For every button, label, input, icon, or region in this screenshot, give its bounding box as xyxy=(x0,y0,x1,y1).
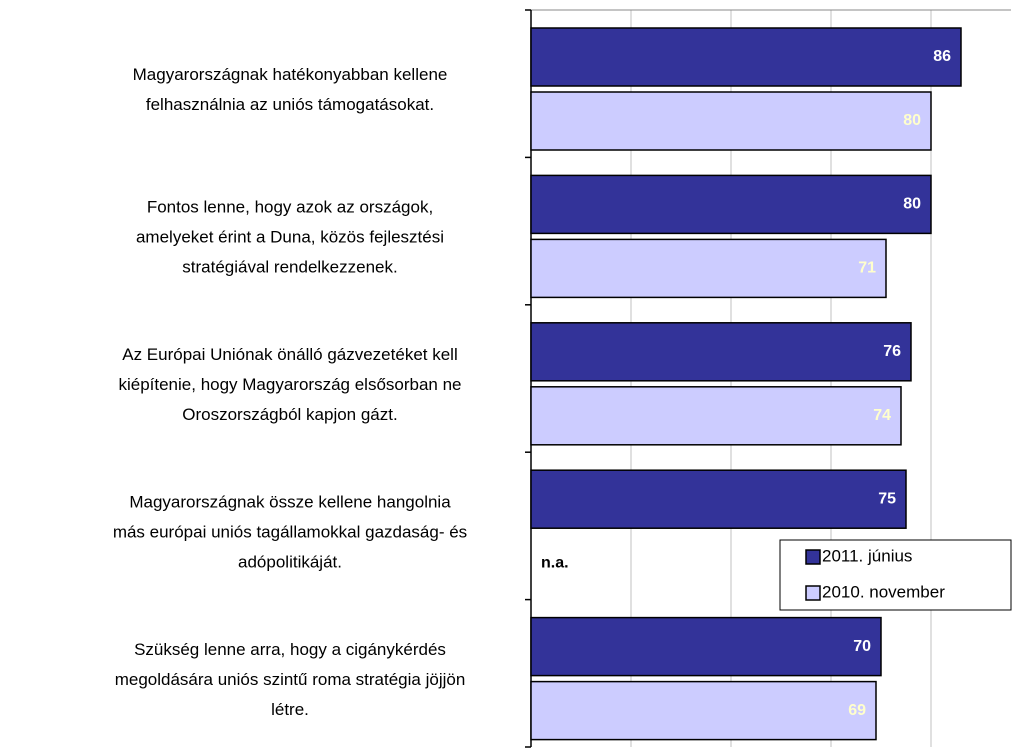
bar xyxy=(530,322,912,382)
legend-swatch xyxy=(805,549,821,565)
value-label: 74 xyxy=(873,407,891,424)
value-label: 70 xyxy=(853,638,871,655)
category-label: amelyeket érint a Duna, közös fejlesztés… xyxy=(136,228,444,247)
bar xyxy=(530,386,902,446)
category-label: Szükség lenne arra, hogy a cigánykérdés xyxy=(134,640,446,659)
value-label: 80 xyxy=(903,196,921,213)
value-label: 69 xyxy=(848,702,866,719)
category-label: stratégiával rendelkezzenek. xyxy=(182,258,397,277)
category-label: létre. xyxy=(271,700,309,719)
value-label: 76 xyxy=(883,343,901,360)
category-label: Az Európai Uniónak önálló gázvezetéket k… xyxy=(122,345,457,364)
legend-swatch xyxy=(805,585,821,601)
bar xyxy=(530,680,877,741)
category-label: adópolitikáját. xyxy=(238,552,342,571)
bar xyxy=(530,469,907,529)
category-label: Magyarországnak össze kellene hangolnia xyxy=(129,492,451,511)
bar xyxy=(530,616,882,677)
category-label: más európai uniós tagállamokkal gazdaság… xyxy=(113,522,467,541)
category-label: Magyarországnak hatékonyabban kellene xyxy=(133,65,448,84)
bar xyxy=(530,27,962,87)
category-label: felhasználnia az uniós támogatásokat. xyxy=(146,95,434,114)
category-label: Oroszországból kapjon gázt. xyxy=(182,405,397,424)
category-label: kiépítenie, hogy Magyarország elsősorban… xyxy=(118,375,461,394)
value-label: 75 xyxy=(878,490,896,507)
bar xyxy=(530,91,932,151)
bar xyxy=(530,174,932,235)
bar xyxy=(530,238,887,299)
value-label: 80 xyxy=(903,112,921,129)
value-label: 86 xyxy=(933,48,951,65)
annotation: n.a. xyxy=(541,554,569,571)
category-label: Fontos lenne, hogy azok az országok, xyxy=(147,198,433,217)
legend-label: 2011. június xyxy=(822,546,912,565)
value-label: 71 xyxy=(858,260,876,277)
category-label: megoldására uniós szintű roma stratégia … xyxy=(115,670,466,689)
legend-label: 2010. november xyxy=(822,582,945,601)
